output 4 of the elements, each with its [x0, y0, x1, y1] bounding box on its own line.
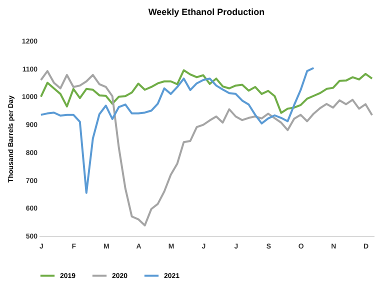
- line-series: [40, 70, 374, 226]
- line-series: [40, 67, 315, 194]
- chart-title: Weekly Ethanol Production: [148, 7, 265, 17]
- line-series: [40, 69, 374, 114]
